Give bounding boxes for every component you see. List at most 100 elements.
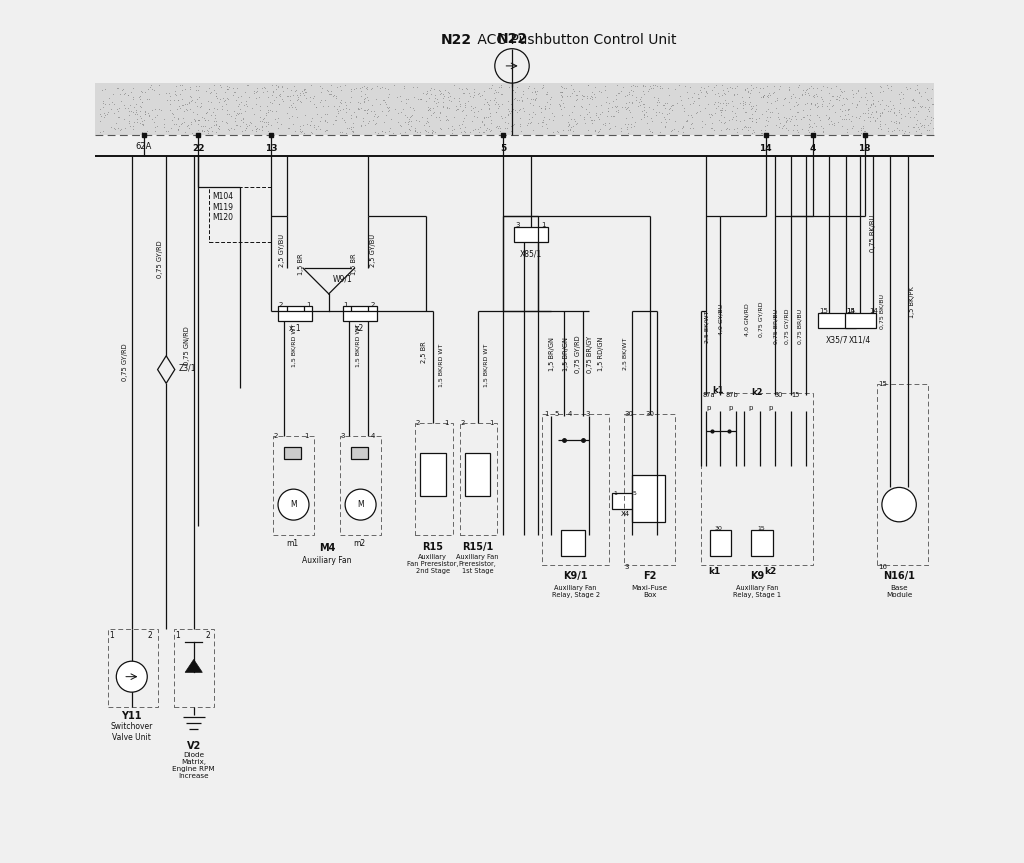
Point	[398, 91, 415, 105]
Point	[427, 110, 443, 124]
Point	[867, 113, 884, 127]
Point	[626, 119, 642, 133]
Point	[857, 81, 873, 95]
Point	[318, 123, 335, 137]
Point	[705, 83, 721, 97]
Point	[834, 98, 850, 111]
Point	[803, 97, 819, 110]
Text: 0,75 GY/RD: 0,75 GY/RD	[122, 343, 128, 381]
Point	[726, 123, 742, 136]
Point	[682, 97, 698, 110]
Point	[896, 126, 912, 140]
Point	[781, 82, 798, 96]
Point	[584, 91, 600, 105]
Point	[470, 123, 486, 136]
Point	[366, 104, 382, 118]
Point	[268, 91, 285, 104]
Point	[146, 115, 163, 129]
Point	[421, 119, 437, 133]
Point	[693, 80, 710, 94]
Point	[565, 82, 582, 96]
Point	[401, 123, 418, 136]
Point	[819, 80, 836, 94]
Point	[120, 88, 136, 102]
Point	[438, 113, 455, 127]
Point	[527, 85, 544, 98]
Point	[497, 110, 513, 124]
Point	[244, 123, 260, 136]
Point	[333, 84, 349, 98]
Point	[607, 104, 624, 118]
Point	[795, 110, 811, 124]
Point	[380, 101, 396, 115]
Point	[772, 79, 788, 93]
Point	[343, 120, 359, 134]
Point	[568, 92, 585, 106]
Point	[112, 101, 128, 115]
Text: 2: 2	[416, 419, 420, 425]
Point	[710, 85, 726, 99]
Point	[479, 122, 496, 135]
Point	[908, 107, 925, 121]
Point	[464, 114, 480, 128]
Point	[617, 90, 634, 104]
Point	[741, 95, 758, 109]
Point	[139, 92, 156, 106]
Point	[528, 91, 545, 105]
Point	[171, 87, 187, 101]
Point	[621, 87, 637, 101]
Point	[739, 85, 756, 99]
Point	[807, 120, 823, 134]
Point	[921, 123, 937, 137]
Text: Maxi-Fuse
Box: Maxi-Fuse Box	[632, 584, 668, 597]
Text: k1: k1	[708, 567, 720, 576]
Point	[924, 82, 940, 96]
Point	[493, 87, 509, 101]
Point	[654, 81, 671, 95]
Point	[735, 97, 752, 110]
Text: 87b: 87b	[725, 392, 738, 398]
Point	[736, 105, 753, 119]
Point	[568, 117, 585, 131]
Point	[236, 112, 252, 126]
Point	[795, 83, 811, 97]
Point	[350, 95, 367, 109]
Point	[236, 115, 252, 129]
Point	[425, 124, 441, 138]
Point	[677, 79, 693, 93]
Text: p: p	[729, 405, 733, 411]
Point	[810, 99, 826, 113]
Point	[627, 79, 643, 92]
Point	[525, 81, 542, 95]
Text: 0,75 BR/BU: 0,75 BR/BU	[773, 309, 778, 344]
Point	[629, 79, 645, 92]
Point	[95, 106, 112, 120]
Text: 1: 1	[542, 222, 546, 228]
Point	[667, 82, 683, 96]
Point	[329, 80, 345, 94]
Point	[623, 117, 639, 130]
Point	[646, 90, 663, 104]
Point	[735, 95, 752, 109]
Point	[454, 104, 470, 117]
Point	[600, 101, 616, 115]
Point	[560, 119, 577, 133]
Point	[293, 125, 309, 139]
Point	[151, 102, 167, 116]
Point	[346, 105, 362, 119]
Point	[477, 91, 494, 105]
Point	[219, 104, 236, 117]
Point	[463, 103, 479, 117]
Point	[469, 110, 485, 123]
Text: 2,5 BK/WT: 2,5 BK/WT	[623, 338, 627, 370]
Point	[190, 84, 207, 98]
Point	[421, 102, 437, 116]
Point	[551, 98, 567, 111]
Text: N22: N22	[497, 32, 527, 46]
Point	[871, 114, 888, 128]
Point	[610, 85, 627, 99]
Point	[862, 85, 879, 99]
Point	[285, 117, 301, 131]
Point	[255, 112, 271, 126]
Point	[910, 85, 927, 98]
